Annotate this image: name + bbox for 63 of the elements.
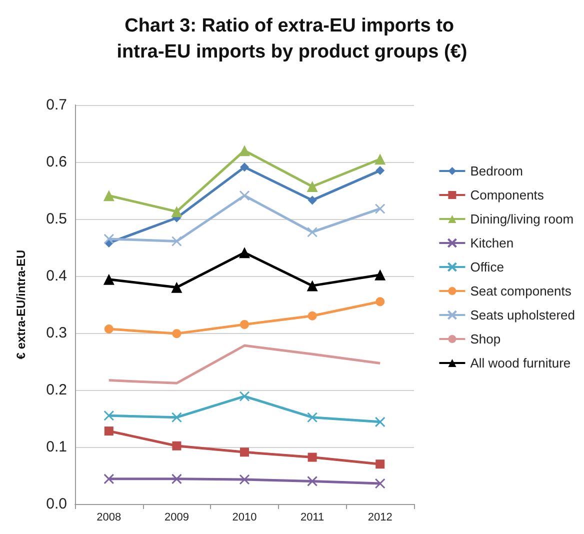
legend-label: Seat components [470, 284, 572, 298]
line-series [108, 344, 382, 384]
legend-label: Shop [470, 332, 501, 346]
y-tick-label: 0.4 [46, 268, 67, 284]
point [239, 190, 250, 201]
legend-label: Components [470, 188, 544, 202]
y-tick-label: 0.2 [46, 382, 67, 398]
point [239, 474, 250, 485]
legend-label: Bedroom [470, 164, 523, 178]
point [103, 190, 114, 202]
point [374, 416, 386, 428]
y-tick-label: 0.6 [46, 154, 67, 170]
legend-label: Office [470, 260, 504, 274]
point [240, 162, 249, 172]
x-tick-label: 2012 [368, 512, 392, 524]
point [239, 391, 250, 402]
point [172, 329, 182, 338]
legend-label: Kitchen [470, 236, 514, 250]
y-tick-label: 0.1 [46, 438, 67, 456]
point [104, 410, 114, 421]
point [374, 154, 386, 165]
point [172, 441, 182, 450]
x-tick-label: 2009 [164, 512, 189, 524]
point [374, 478, 386, 489]
point [171, 236, 182, 246]
y-tick-label: 0.3 [46, 324, 67, 342]
x-tick-label: 2008 [96, 512, 122, 524]
x-tick-label: 2011 [300, 512, 324, 524]
y-tick-label: 0.0 [46, 496, 67, 512]
legend-label: Seats upholstered [470, 308, 576, 322]
point [374, 269, 386, 280]
point [374, 203, 386, 214]
y-tick-label: 0.7 [46, 96, 67, 114]
point [306, 280, 318, 292]
point [104, 474, 114, 484]
legend-label: All wood furniture [470, 356, 571, 370]
point [239, 247, 250, 258]
point [171, 206, 182, 218]
point [104, 234, 114, 244]
point [307, 412, 318, 423]
y-tick-label: 0.5 [46, 210, 67, 228]
x-tick-label: 2010 [232, 512, 257, 524]
legend-label: Dining/living room [470, 212, 574, 226]
point [104, 426, 114, 436]
point [103, 274, 114, 285]
point [171, 474, 182, 484]
point [308, 311, 317, 320]
point [240, 448, 249, 457]
chart-title: Chart 3: Ratio of extra-EU imports to intra-EU imports by product groups (€) [116, 16, 468, 62]
point [307, 476, 318, 486]
point [308, 452, 317, 462]
point [104, 324, 114, 334]
point [308, 196, 317, 205]
point [239, 145, 250, 156]
y-axis-title: € extra-EU/intra-EU [14, 250, 28, 360]
point [376, 297, 385, 306]
point [307, 226, 318, 238]
point [376, 166, 385, 176]
point [171, 412, 182, 423]
point [376, 460, 385, 469]
point [240, 320, 249, 329]
point [306, 181, 318, 192]
point [171, 282, 182, 293]
